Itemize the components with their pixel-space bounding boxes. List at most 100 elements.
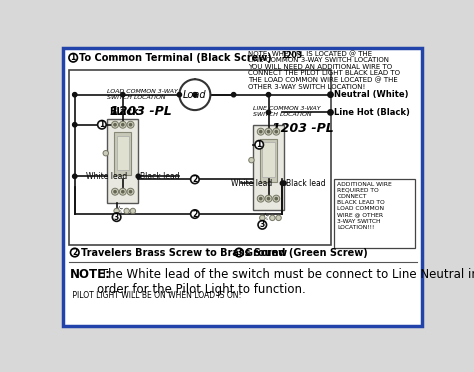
Circle shape — [127, 121, 134, 128]
Circle shape — [119, 121, 126, 128]
Circle shape — [266, 110, 271, 115]
Text: Neutral (White): Neutral (White) — [334, 90, 408, 99]
Circle shape — [257, 128, 264, 135]
Circle shape — [73, 174, 77, 179]
Text: NOTE: WHEN: NOTE: WHEN — [247, 51, 293, 57]
Text: LOAD COMMON 3-WAY
SWITCH LOCATION: LOAD COMMON 3-WAY SWITCH LOCATION — [107, 89, 178, 100]
Text: 2: 2 — [192, 175, 198, 184]
Circle shape — [266, 93, 271, 97]
FancyBboxPatch shape — [260, 140, 277, 182]
Text: 1: 1 — [99, 120, 104, 129]
FancyBboxPatch shape — [253, 125, 284, 210]
Text: White lead: White lead — [86, 172, 127, 181]
Text: 2: 2 — [72, 248, 77, 257]
Circle shape — [127, 188, 134, 195]
Circle shape — [114, 124, 116, 126]
Text: OTHER 3-WAY SWITCH LOCATION!: OTHER 3-WAY SWITCH LOCATION! — [247, 84, 365, 90]
Text: NOTE:: NOTE: — [70, 268, 111, 281]
Circle shape — [258, 221, 266, 229]
Circle shape — [130, 208, 136, 214]
Text: 1203 -PL: 1203 -PL — [273, 122, 334, 135]
Text: Black: Black — [109, 107, 138, 117]
Circle shape — [122, 124, 124, 126]
Text: 2: 2 — [192, 209, 198, 218]
Circle shape — [265, 128, 272, 135]
Circle shape — [136, 174, 140, 179]
Circle shape — [265, 195, 272, 202]
FancyBboxPatch shape — [334, 179, 415, 248]
Circle shape — [275, 198, 277, 200]
Circle shape — [191, 175, 199, 184]
Text: Black lead: Black lead — [140, 172, 180, 181]
Circle shape — [129, 190, 132, 193]
Circle shape — [260, 215, 265, 221]
Circle shape — [273, 195, 280, 202]
Circle shape — [267, 198, 270, 200]
Circle shape — [111, 188, 118, 195]
Circle shape — [191, 210, 199, 218]
Text: ☆: ☆ — [114, 205, 123, 215]
Circle shape — [275, 131, 277, 133]
FancyBboxPatch shape — [63, 48, 422, 327]
Circle shape — [257, 195, 264, 202]
Circle shape — [280, 181, 284, 185]
Circle shape — [193, 93, 197, 97]
Circle shape — [249, 157, 254, 163]
Circle shape — [122, 190, 124, 193]
Circle shape — [255, 141, 264, 149]
Circle shape — [328, 92, 333, 97]
Circle shape — [270, 215, 275, 221]
Circle shape — [276, 215, 281, 221]
Text: Black lead: Black lead — [285, 179, 325, 188]
Circle shape — [231, 93, 236, 97]
Text: Load: Load — [183, 90, 207, 100]
Circle shape — [114, 190, 116, 193]
Circle shape — [328, 110, 333, 115]
Text: LINE COMMON 3-WAY SWITCH LOCATION: LINE COMMON 3-WAY SWITCH LOCATION — [247, 57, 389, 63]
Text: ☆: ☆ — [260, 212, 269, 222]
Text: 3: 3 — [237, 248, 242, 257]
Text: 1: 1 — [71, 53, 76, 62]
Circle shape — [260, 198, 262, 200]
Circle shape — [177, 93, 182, 97]
Text: To Common Terminal (Black Screw): To Common Terminal (Black Screw) — [80, 53, 272, 63]
Text: The White lead of the switch must be connect to Line Neutral in
order for the Pi: The White lead of the switch must be con… — [97, 268, 474, 296]
Text: Line Hot (Black): Line Hot (Black) — [334, 108, 410, 117]
FancyBboxPatch shape — [262, 142, 275, 177]
Text: White lead: White lead — [231, 179, 273, 188]
Circle shape — [114, 208, 119, 214]
Text: Ground (Green Screw): Ground (Green Screw) — [245, 247, 368, 257]
Circle shape — [129, 124, 132, 126]
Text: THE LOAD COMMON WIRE LOCATED @ THE: THE LOAD COMMON WIRE LOCATED @ THE — [247, 77, 397, 83]
Circle shape — [98, 121, 106, 129]
Text: 3: 3 — [114, 213, 119, 222]
FancyBboxPatch shape — [69, 70, 330, 245]
Text: PILOT LIGHT WILL BE ON WHEN LOAD IS ON!: PILOT LIGHT WILL BE ON WHEN LOAD IS ON! — [70, 291, 242, 300]
Text: 1203 -PL: 1203 -PL — [109, 105, 172, 118]
Circle shape — [124, 208, 129, 214]
Text: Travelers Brass Screw to Brass Screw: Travelers Brass Screw to Brass Screw — [81, 247, 287, 257]
FancyBboxPatch shape — [114, 132, 131, 175]
Circle shape — [273, 128, 280, 135]
Text: YOU WILL NEED AN ADDITIONAL WIRE TO: YOU WILL NEED AN ADDITIONAL WIRE TO — [247, 64, 392, 70]
Circle shape — [282, 181, 286, 185]
Circle shape — [260, 131, 262, 133]
Text: 3: 3 — [260, 220, 265, 229]
FancyBboxPatch shape — [117, 135, 129, 170]
Text: 1203: 1203 — [281, 51, 302, 60]
Circle shape — [103, 151, 109, 156]
Text: ADDITIONAL WIRE
REQUIRED TO
CONNECT
BLACK LEAD TO
LOAD COMMON
WIRE @ OTHER
3-WAY: ADDITIONAL WIRE REQUIRED TO CONNECT BLAC… — [337, 182, 392, 230]
Text: LINE COMMON 3-WAY
SWITCH LOCATION: LINE COMMON 3-WAY SWITCH LOCATION — [253, 106, 320, 117]
Circle shape — [267, 131, 270, 133]
Circle shape — [111, 121, 118, 128]
Text: 1: 1 — [256, 140, 262, 149]
Circle shape — [119, 188, 126, 195]
Circle shape — [73, 93, 77, 97]
Circle shape — [179, 79, 210, 110]
Circle shape — [73, 122, 77, 127]
FancyBboxPatch shape — [107, 119, 138, 203]
Text: PL IS LOCATED @ THE: PL IS LOCATED @ THE — [296, 51, 372, 57]
Text: CONNECT THE PILOT LIGHT BLACK LEAD TO: CONNECT THE PILOT LIGHT BLACK LEAD TO — [247, 70, 400, 76]
Circle shape — [112, 213, 121, 221]
Circle shape — [120, 93, 125, 97]
